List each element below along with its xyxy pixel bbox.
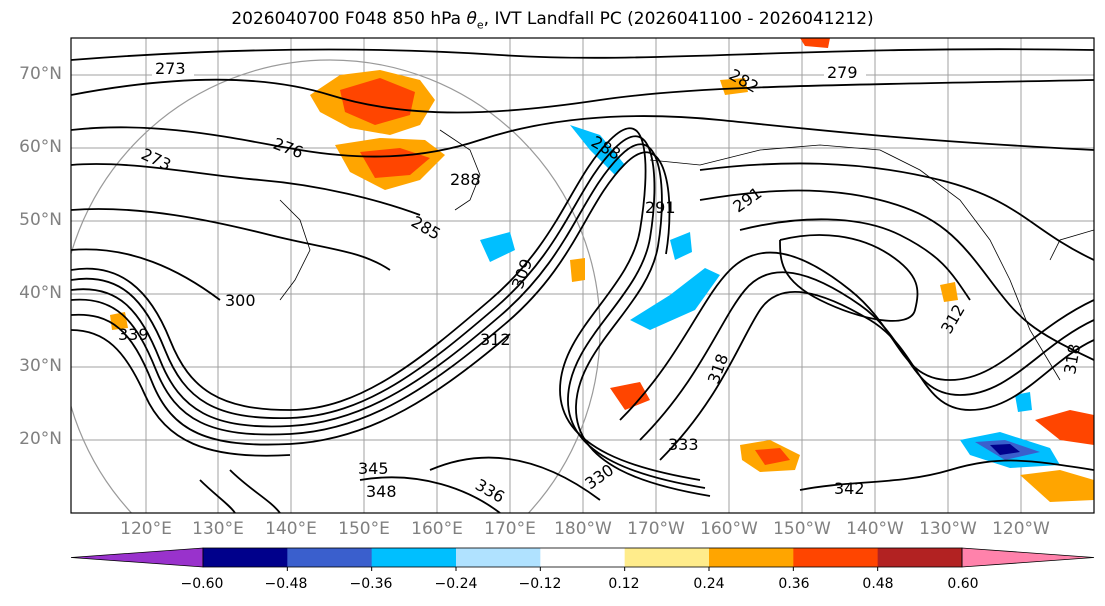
contour-label: 300 (225, 291, 256, 310)
theta-subscript: e (476, 18, 484, 32)
lon-label: 160°E (411, 519, 463, 539)
colorbar-segment (624, 548, 710, 567)
theta-e-contours (71, 48, 1094, 513)
lat-label: 20°N (19, 429, 62, 449)
colorbar-segment (371, 548, 457, 567)
lat-label: 50°N (19, 210, 62, 230)
domain-circle (71, 59, 601, 513)
colorbar-segment (456, 548, 541, 567)
lon-label: 130°E (192, 519, 244, 539)
contour-label: 279 (827, 63, 858, 82)
colorbar-extend-high (961, 547, 1095, 568)
positive-anomaly-region (720, 78, 748, 95)
colorbar-segment (877, 548, 963, 567)
colorbar-segment (709, 548, 794, 567)
contour-label-bg (824, 62, 866, 82)
colorbar-tick-label: −0.36 (349, 576, 393, 592)
lat-label: 70°N (19, 64, 62, 84)
colorbar-tick-label: −0.48 (264, 576, 308, 592)
ivt-anomaly-shading (110, 38, 1094, 502)
contour-label: 333 (668, 435, 699, 454)
lon-label: 180°W (554, 519, 612, 539)
lon-label: 160°W (700, 519, 758, 539)
negative-anomaly-peak (990, 444, 1020, 455)
colorbar-tick-label: 0.24 (693, 576, 725, 592)
contour-label: 273 (155, 59, 186, 78)
positive-anomaly-region (800, 38, 830, 48)
coastlines (279, 129, 1094, 381)
contour-label: 348 (366, 482, 397, 501)
colorbar-frame (202, 547, 963, 568)
lat-label: 30°N (19, 356, 62, 376)
map-title: 2026040700 F048 850 hPa θe, IVT Landfall… (0, 9, 1105, 31)
colorbar-tick-label: 0.36 (778, 576, 810, 592)
contour-label: 312 (480, 330, 511, 349)
contour-label: 291 (645, 198, 676, 217)
contour-label-bg (152, 58, 194, 78)
lon-label: 170°W (627, 519, 685, 539)
title-suffix: , IVT Landfall PC (2026041100 - 20260412… (483, 9, 874, 29)
lat-label: 40°N (19, 283, 62, 303)
colorbar-segment (540, 548, 626, 567)
lon-label: 150°E (338, 519, 390, 539)
lon-label: 150°W (773, 519, 831, 539)
lon-label: 120°W (992, 519, 1050, 539)
contour-label: 345 (358, 459, 389, 478)
positive-anomaly-region (940, 282, 958, 302)
positive-anomaly-region (610, 382, 650, 410)
colorbar-segment (203, 548, 288, 567)
colorbar-segment (793, 548, 879, 567)
colorbar (70, 547, 1095, 571)
negative-anomaly-region (570, 125, 625, 175)
colorbar-tick-label: −0.12 (518, 576, 562, 592)
theta-symbol: θ (466, 9, 477, 29)
title-prefix: 2026040700 F048 850 hPa (231, 9, 467, 29)
positive-anomaly-core (340, 78, 415, 125)
positive-anomaly-core (755, 448, 790, 465)
positive-anomaly-region (1035, 410, 1094, 445)
contour-label: 339 (118, 325, 149, 344)
colorbar-tick-label: −0.60 (180, 576, 224, 592)
lat-label: 60°N (19, 137, 62, 157)
colorbar-tick-label: 0.60 (947, 576, 979, 592)
map-frame (70, 37, 1095, 514)
map-plot-area (71, 38, 1094, 513)
positive-anomaly-region (570, 258, 585, 282)
negative-anomaly-region (670, 232, 692, 260)
colorbar-tick-label: −0.24 (434, 576, 478, 592)
contour-label: 342 (834, 479, 865, 498)
colorbar-segment (287, 548, 373, 567)
lon-label: 170°E (484, 519, 536, 539)
negative-anomaly-region (630, 268, 720, 330)
colorbar-tick-label: 0.12 (608, 576, 640, 592)
lon-label: 140°E (265, 519, 317, 539)
lon-label: 140°W (846, 519, 904, 539)
lon-label: 130°W (919, 519, 977, 539)
negative-anomaly-region (480, 232, 515, 262)
colorbar-extend-low (70, 547, 204, 568)
positive-anomaly-region (1020, 470, 1094, 502)
contour-label: 288 (450, 170, 481, 189)
colorbar-tick-label: 0.48 (862, 576, 894, 592)
lon-label: 120°E (120, 519, 172, 539)
negative-anomaly-region (1015, 392, 1032, 412)
